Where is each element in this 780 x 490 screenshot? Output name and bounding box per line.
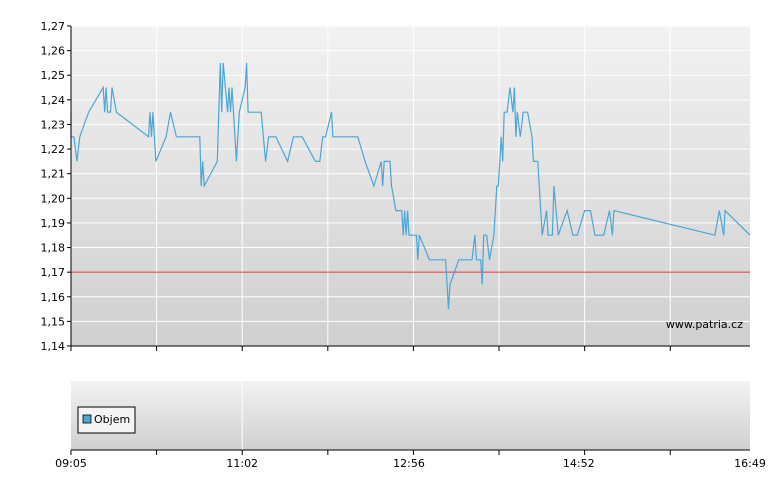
y-tick-label: 1,24: [41, 94, 66, 107]
y-tick-label: 1,16: [41, 291, 66, 304]
y-tick-label: 1,25: [41, 69, 66, 82]
y-tick-label: 1,20: [41, 192, 66, 205]
y-tick-label: 1,17: [41, 266, 66, 279]
y-tick-label: 1,27: [41, 20, 66, 33]
price-chart: 1,14 1,15 1,16 1,17 1,18 1,19 1,20 1,21 1,22 1,23…: [41, 20, 751, 353]
x-tick-label: 11:02: [226, 457, 258, 470]
price-grid: [71, 25, 750, 347]
x-tick-label: 14:52: [563, 457, 595, 470]
y-tick-label: 1,21: [41, 168, 66, 181]
volume-plot-area: [71, 381, 750, 450]
series-line-price: [70, 62, 751, 310]
y-tick-label: 1,15: [41, 315, 66, 328]
legend-swatch-objem: [82, 414, 92, 424]
x-tick-label: 09:05: [55, 457, 87, 470]
price-y-axis: 1,14 1,15 1,16 1,17 1,18 1,19 1,20 1,21 1,22 1,23…: [41, 20, 71, 353]
x-tick-label: 16:49: [734, 457, 766, 470]
x-tick-label: 12:56: [393, 457, 425, 470]
y-tick-label: 1,26: [41, 45, 66, 58]
y-tick-label: 1,14: [41, 340, 66, 353]
legend-label-objem: Objem: [94, 413, 130, 426]
y-tick-label: 1,19: [41, 217, 66, 230]
volume-chart: 09:05 11:02 12:56 14:52 16:49 Objem: [55, 381, 766, 470]
volume-x-axis: 09:05 11:02 12:56 14:52 16:49: [55, 450, 766, 470]
y-tick-label: 1,22: [41, 143, 66, 156]
price-x-axis: [70, 346, 671, 351]
price-plot-area: [71, 26, 750, 346]
watermark: www.patria.cz: [666, 318, 743, 331]
y-tick-label: 1,23: [41, 118, 66, 131]
y-tick-label: 1,18: [41, 242, 66, 255]
legend: Objem: [77, 406, 136, 434]
